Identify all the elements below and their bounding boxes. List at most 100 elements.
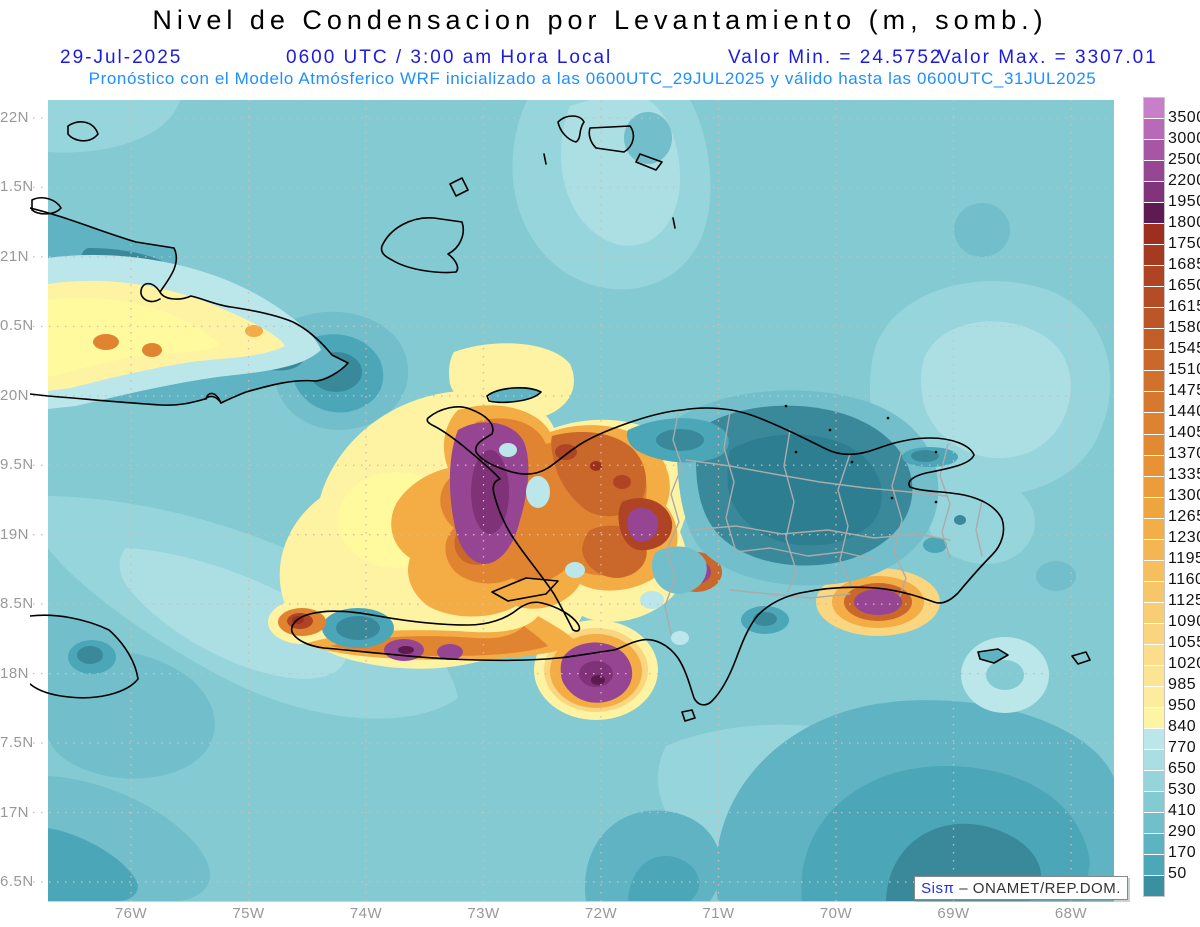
colorbar-level-label: 1950: [1168, 193, 1200, 210]
colorbar-swatch: [1144, 497, 1164, 519]
colorbar-swatch: [1144, 771, 1164, 793]
colorbar-swatch: [1144, 371, 1164, 393]
colorbar-level-label: 1370: [1168, 445, 1200, 462]
mona-coast: [1071, 651, 1091, 665]
attribution-box: Sisπ – ONAMET/REP.DOM.: [914, 876, 1128, 900]
colorbar-level-label: 985: [1168, 676, 1197, 693]
x-tick-label: 69W: [937, 905, 970, 922]
y-tick-label: 17N: [0, 803, 30, 821]
colorbar-swatch: [1144, 792, 1164, 814]
colorbar-level-label: 1615: [1168, 298, 1200, 315]
gonave-coast: [491, 577, 559, 602]
colorbar-swatch: [1144, 581, 1164, 603]
colorbar-swatch: [1144, 140, 1164, 162]
colorbar-level-label: 1475: [1168, 382, 1200, 399]
colorbar-level-label: 530: [1168, 781, 1197, 798]
colorbar-swatch: [1144, 392, 1164, 414]
colorbar-level-label: 770: [1168, 739, 1197, 756]
colorbar-swatch: [1144, 203, 1164, 225]
great-inagua-coast: [380, 217, 464, 274]
y-tick-label: 22N: [0, 109, 30, 126]
colorbar-swatch: [1144, 245, 1164, 267]
colorbar-level-label: 1580: [1168, 319, 1200, 336]
colorbar-level-label: 1300: [1168, 487, 1200, 504]
page-title: Nivel de Condensacion por Levantamiento …: [152, 5, 1048, 35]
colorbar-level-label: 1160: [1168, 571, 1200, 588]
colorbar-swatch: [1144, 308, 1164, 330]
colorbar-level-label: 1090: [1168, 613, 1200, 630]
colorbar-level-label: 50: [1168, 865, 1187, 882]
colorbar-swatch: [1144, 707, 1164, 729]
brand-logo: Sisπ: [921, 879, 955, 897]
colorbar-level-label: 1440: [1168, 403, 1200, 420]
colorbar-level-label: 2200: [1168, 172, 1200, 189]
colorbar-level-label: 1055: [1168, 634, 1200, 651]
colorbar-level-label: 1230: [1168, 529, 1200, 546]
colorbar-swatch: [1144, 560, 1164, 582]
colorbar-swatch: [1144, 623, 1164, 645]
colorbar-level-label: 410: [1168, 802, 1197, 819]
colorbar-level-label: 1510: [1168, 361, 1200, 378]
colorbar-swatch: [1144, 813, 1164, 835]
province-borders: [664, 411, 983, 635]
colorbar-swatch: [1144, 876, 1164, 897]
x-tick-label: 68W: [1054, 905, 1088, 922]
y-tick-label: 8.5N: [0, 595, 34, 613]
y-tick-label: 21N: [0, 247, 30, 265]
y-tick-label: 9.5N: [0, 456, 34, 474]
colorbar-level-label: 1020: [1168, 655, 1200, 672]
value-max-label: Valor Max. = 3307.01: [938, 47, 1158, 68]
colorbar-level-label: 3500: [1168, 109, 1200, 126]
colorbar-swatch: [1144, 518, 1164, 540]
colorbar-level-label: 1650: [1168, 277, 1200, 294]
colorbar-swatch: [1144, 266, 1164, 288]
map-canvas: [29, 100, 1114, 906]
x-tick-label: 72W: [584, 905, 618, 922]
colorbar-swatch: [1144, 602, 1164, 624]
colorbar-level-label: 950: [1168, 697, 1197, 714]
value-min-label: Valor Min. = 24.5752: [728, 47, 943, 68]
coastlines: [29, 115, 1091, 722]
colorbar-level-label: 840: [1168, 718, 1197, 735]
y-tick-label: 20N: [0, 386, 30, 404]
colorbar-level-label: 2500: [1168, 151, 1200, 168]
colorbar-swatch: [1144, 855, 1164, 877]
jamaica-coast: [29, 614, 139, 699]
colorbar-swatch: [1144, 287, 1164, 309]
colorbar-level-label: 1195: [1168, 550, 1200, 567]
colorbar-level-label: 1335: [1168, 466, 1200, 483]
x-tick-label: 74W: [349, 905, 383, 922]
shaded-field: [48, 100, 1114, 901]
weather-map: [29, 100, 1114, 906]
colorbar-swatch: [1144, 224, 1164, 246]
colorbar-level-label: 1800: [1168, 214, 1200, 231]
saona-coast: [977, 648, 1009, 664]
colorbar-swatch: [1144, 98, 1164, 120]
colorbar-swatch: [1144, 329, 1164, 351]
x-tick-label: 70W: [819, 905, 853, 922]
beata-coast: [681, 709, 696, 722]
colorbar-level-label: 1545: [1168, 340, 1200, 357]
y-tick-label: 7.5N: [0, 734, 34, 752]
colorbar-level-label: 1405: [1168, 424, 1200, 441]
colorbar-swatch: [1144, 539, 1164, 561]
hispaniola-coast: [290, 406, 1005, 706]
run-date: 29-Jul-2025: [60, 47, 183, 68]
colorbar-level-label: 1685: [1168, 256, 1200, 273]
colorbar-swatch: [1144, 476, 1164, 498]
colorbar-level-label: 290: [1168, 823, 1197, 840]
colorbar-level-label: 1125: [1168, 592, 1200, 609]
turks-caicos-coast: [557, 115, 585, 143]
colorbar-level-label: 1750: [1168, 235, 1200, 252]
colorbar-level-label: 170: [1168, 844, 1197, 861]
colorbar-swatch: [1144, 434, 1164, 456]
y-tick-label: 18N: [0, 664, 30, 682]
y-tick-label: 19N: [0, 525, 30, 543]
colorbar-swatch: [1144, 749, 1164, 771]
y-tick-label: 1.5N: [0, 178, 34, 196]
colorbar-swatch: [1144, 665, 1164, 687]
colorbar-swatch: [1144, 686, 1164, 708]
x-tick-label: 73W: [467, 905, 500, 922]
colorbar-swatch: [1144, 413, 1164, 435]
tortuga-coast: [486, 387, 542, 404]
